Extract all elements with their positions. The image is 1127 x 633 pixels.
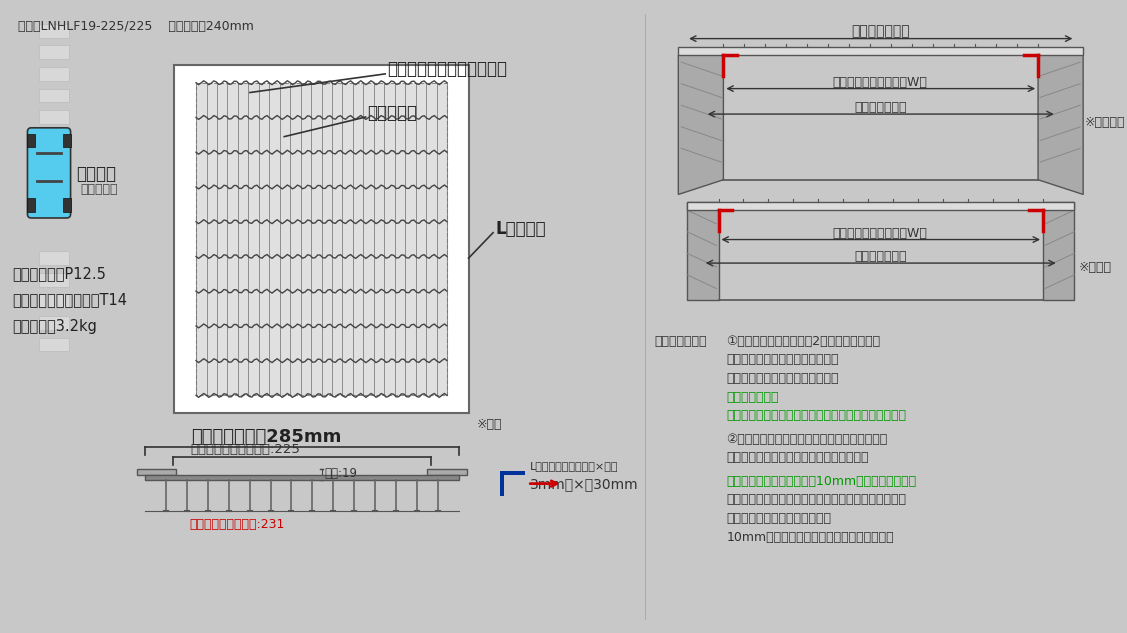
Text: 下の深い段であるます穴の寸法は: 下の深い段であるます穴の寸法は — [726, 353, 838, 367]
Text: アングル含めた: アングル含めた — [726, 391, 779, 403]
Polygon shape — [145, 475, 459, 480]
Bar — [39, 89, 69, 103]
Bar — [39, 132, 69, 146]
Text: 測定ポイント：: 測定ポイント： — [655, 335, 708, 348]
FancyBboxPatch shape — [27, 128, 71, 218]
Text: 横断方向: 横断方向 — [77, 165, 116, 183]
Polygon shape — [137, 469, 177, 475]
Text: 「ます穴の適用幅」よりも10mm程度小さい内幅を: 「ます穴の適用幅」よりも10mm程度小さい内幅を — [726, 475, 916, 488]
Text: 溝幅本体の外幅: 溝幅本体の外幅 — [851, 24, 909, 38]
Text: 本体重量：3.2kg: 本体重量：3.2kg — [11, 319, 97, 334]
Bar — [500, 471, 525, 496]
Text: 「上の浅い段」と違いますので、: 「上の浅い段」と違いますので、 — [726, 372, 838, 385]
Text: クロスバー: クロスバー — [367, 104, 418, 122]
Text: 含めた内幅が合うかが測定ポイントです。: 含めた内幅が合うかが測定ポイントです。 — [726, 451, 869, 464]
Bar — [27, 134, 35, 147]
Text: （横断用）: （横断用） — [80, 183, 118, 196]
Bar — [39, 316, 69, 330]
Text: ①「タメマス」の場合は2段がありまして、: ①「タメマス」の場合は2段がありまして、 — [726, 335, 880, 348]
Bar — [39, 294, 69, 308]
Text: 商品名LNHLF19-225/225    適用ます幅240mm: 商品名LNHLF19-225/225 適用ます幅240mm — [18, 20, 254, 33]
Bar — [504, 475, 525, 496]
Text: ます穴の適用幅: ます穴の適用幅 — [854, 101, 906, 115]
Text: Lアングル: Lアングル — [495, 220, 545, 238]
Bar — [196, 83, 447, 396]
Polygon shape — [427, 469, 467, 475]
Text: Lアングル寸法（厚み×幅）: Lアングル寸法（厚み×幅） — [531, 461, 619, 471]
Text: 主部材（ベアリングバー）: 主部材（ベアリングバー） — [388, 60, 507, 78]
Text: ※タメマス: ※タメマス — [1085, 116, 1126, 129]
Text: 耐荷重：中型トラックT14: 耐荷重：中型トラックT14 — [11, 292, 126, 308]
Bar — [39, 110, 69, 124]
Text: ※改良枡: ※改良枡 — [1080, 261, 1112, 274]
Text: アングル含まずの内幅:225: アングル含まずの内幅:225 — [190, 444, 300, 456]
Text: 内幅が「上の浅い段」に合うかが測定ポイントです。: 内幅が「上の浅い段」に合うかが測定ポイントです。 — [726, 409, 906, 422]
Bar — [39, 67, 69, 81]
Bar — [27, 198, 35, 212]
Bar — [175, 65, 469, 413]
Bar — [39, 46, 69, 60]
Text: ※細目: ※細目 — [477, 418, 502, 431]
Text: 設置できない可能性もあるため: 設置できない可能性もあるため — [726, 512, 832, 525]
Text: 高さ:19: 高さ:19 — [325, 467, 357, 480]
Polygon shape — [687, 203, 719, 300]
Text: 推奨しています。ピッタリすぎると壁面にぶつかって: 推奨しています。ピッタリすぎると壁面にぶつかって — [726, 494, 906, 506]
Bar — [39, 153, 69, 167]
Bar — [63, 134, 71, 147]
Bar — [39, 337, 69, 351]
Polygon shape — [678, 47, 1083, 55]
Text: ます穴の適用幅: ます穴の適用幅 — [854, 250, 906, 263]
Bar — [39, 24, 69, 37]
Bar — [39, 273, 69, 287]
Polygon shape — [687, 203, 1074, 210]
Text: ②「改良枡」の場合はます穴の寸法にアングル: ②「改良枡」の場合はます穴の寸法にアングル — [726, 433, 888, 446]
Polygon shape — [678, 55, 724, 194]
Polygon shape — [1038, 55, 1083, 194]
Text: 10mm小さいくらいがベストだと思います。: 10mm小さいくらいがベストだと思います。 — [726, 530, 894, 544]
Text: 溝幅本体の外幅285mm: 溝幅本体の外幅285mm — [192, 428, 341, 446]
Text: アングル含めた内幅:231: アングル含めた内幅:231 — [189, 518, 284, 531]
Text: ピッチ：細目P12.5: ピッチ：細目P12.5 — [11, 266, 106, 281]
Polygon shape — [1042, 203, 1074, 300]
Text: 3mm　×　30mm: 3mm × 30mm — [531, 477, 639, 491]
Bar — [63, 198, 71, 212]
Text: アングル含めた内幅（W）: アングル含めた内幅（W） — [833, 227, 928, 240]
Text: アングル含めた内幅（W）: アングル含めた内幅（W） — [833, 76, 928, 89]
Bar — [39, 251, 69, 265]
